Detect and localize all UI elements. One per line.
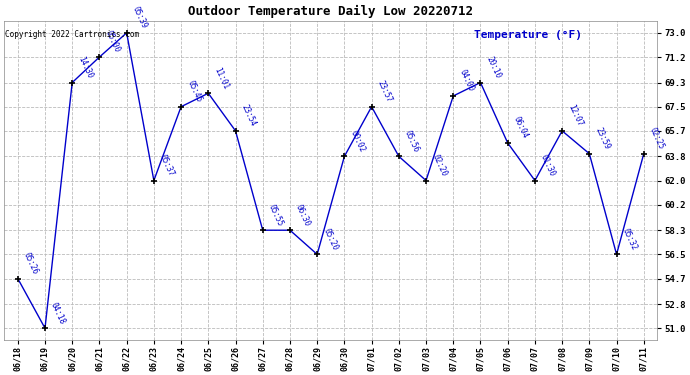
Text: 05:55: 05:55 [267,202,285,227]
Text: 05:00: 05:00 [104,30,121,54]
Text: 11:01: 11:01 [213,66,230,90]
Text: 12:07: 12:07 [566,104,584,128]
Text: Temperature (°F): Temperature (°F) [475,30,582,40]
Text: 20:10: 20:10 [484,55,502,80]
Text: 05:20: 05:20 [322,227,339,252]
Text: 00:02: 00:02 [348,129,366,154]
Text: 05:37: 05:37 [158,153,176,178]
Text: 04:18: 04:18 [49,301,67,326]
Text: 02:20: 02:20 [430,153,448,178]
Text: 05:45: 05:45 [185,79,203,104]
Text: 06:04: 06:04 [512,116,530,140]
Text: Copyright 2022 Cartronics.com: Copyright 2022 Cartronics.com [5,30,139,39]
Text: 01:30: 01:30 [539,153,557,178]
Text: 05:56: 05:56 [403,129,421,154]
Text: 06:30: 06:30 [294,202,312,227]
Text: 04:00: 04:00 [457,68,475,93]
Title: Outdoor Temperature Daily Low 20220712: Outdoor Temperature Daily Low 20220712 [188,5,473,18]
Text: 05:39: 05:39 [131,5,149,30]
Text: 23:57: 23:57 [376,79,394,104]
Text: 05:32: 05:32 [621,227,639,252]
Text: 05:26: 05:26 [22,251,40,276]
Text: 23:59: 23:59 [593,126,611,151]
Text: 14:30: 14:30 [77,55,95,80]
Text: 23:54: 23:54 [239,104,257,128]
Text: 02:25: 02:25 [648,126,666,151]
